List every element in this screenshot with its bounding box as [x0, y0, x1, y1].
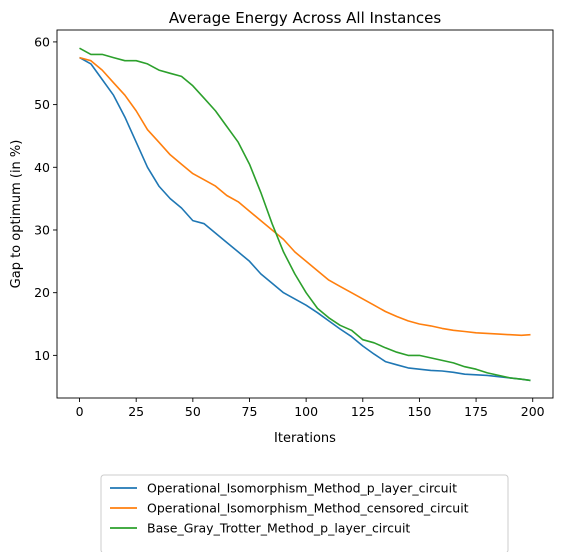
series-line-2 [79, 56, 531, 337]
y-tick-label: 40 [34, 160, 50, 175]
x-tick-label: 0 [76, 404, 84, 419]
y-tick-label: 20 [34, 285, 50, 300]
y-tick-label: 10 [34, 348, 50, 363]
legend: Operational_Isomorphism_Method_p_layer_c… [100, 474, 509, 552]
x-tick-label: 125 [351, 404, 375, 419]
x-tick-label: 25 [128, 404, 144, 419]
x-tick-label: 175 [464, 404, 488, 419]
x-tick-label: 150 [407, 404, 431, 419]
y-tick-label: 50 [34, 97, 50, 112]
y-axis-label: Gap to optimum (in %) [9, 140, 24, 289]
x-tick-label: 100 [294, 404, 318, 419]
legend-label: Operational_Isomorphism_Method_censored_… [147, 501, 469, 516]
legend-label: Operational_Isomorphism_Method_p_layer_c… [147, 481, 457, 496]
x-tick-label: 200 [521, 404, 545, 419]
chart-title: Average Energy Across All Instances [169, 9, 441, 27]
x-axis: 0 25 50 75 100 125 150 175 200 [76, 398, 545, 419]
y-axis: 10 20 30 40 50 60 [34, 34, 57, 363]
series-line-3 [79, 47, 531, 382]
legend-label: Base_Gray_Trotter_Method_p_layer_circuit [147, 521, 410, 536]
y-tick-label: 30 [34, 222, 50, 237]
plot-frame [56, 29, 554, 399]
x-tick-label: 50 [185, 404, 201, 419]
y-tick-label: 60 [34, 34, 50, 49]
x-axis-label: Iterations [274, 431, 336, 446]
series-layer [79, 47, 531, 382]
x-tick-label: 75 [242, 404, 258, 419]
series-line-1 [79, 56, 531, 382]
legend-box [100, 474, 509, 552]
